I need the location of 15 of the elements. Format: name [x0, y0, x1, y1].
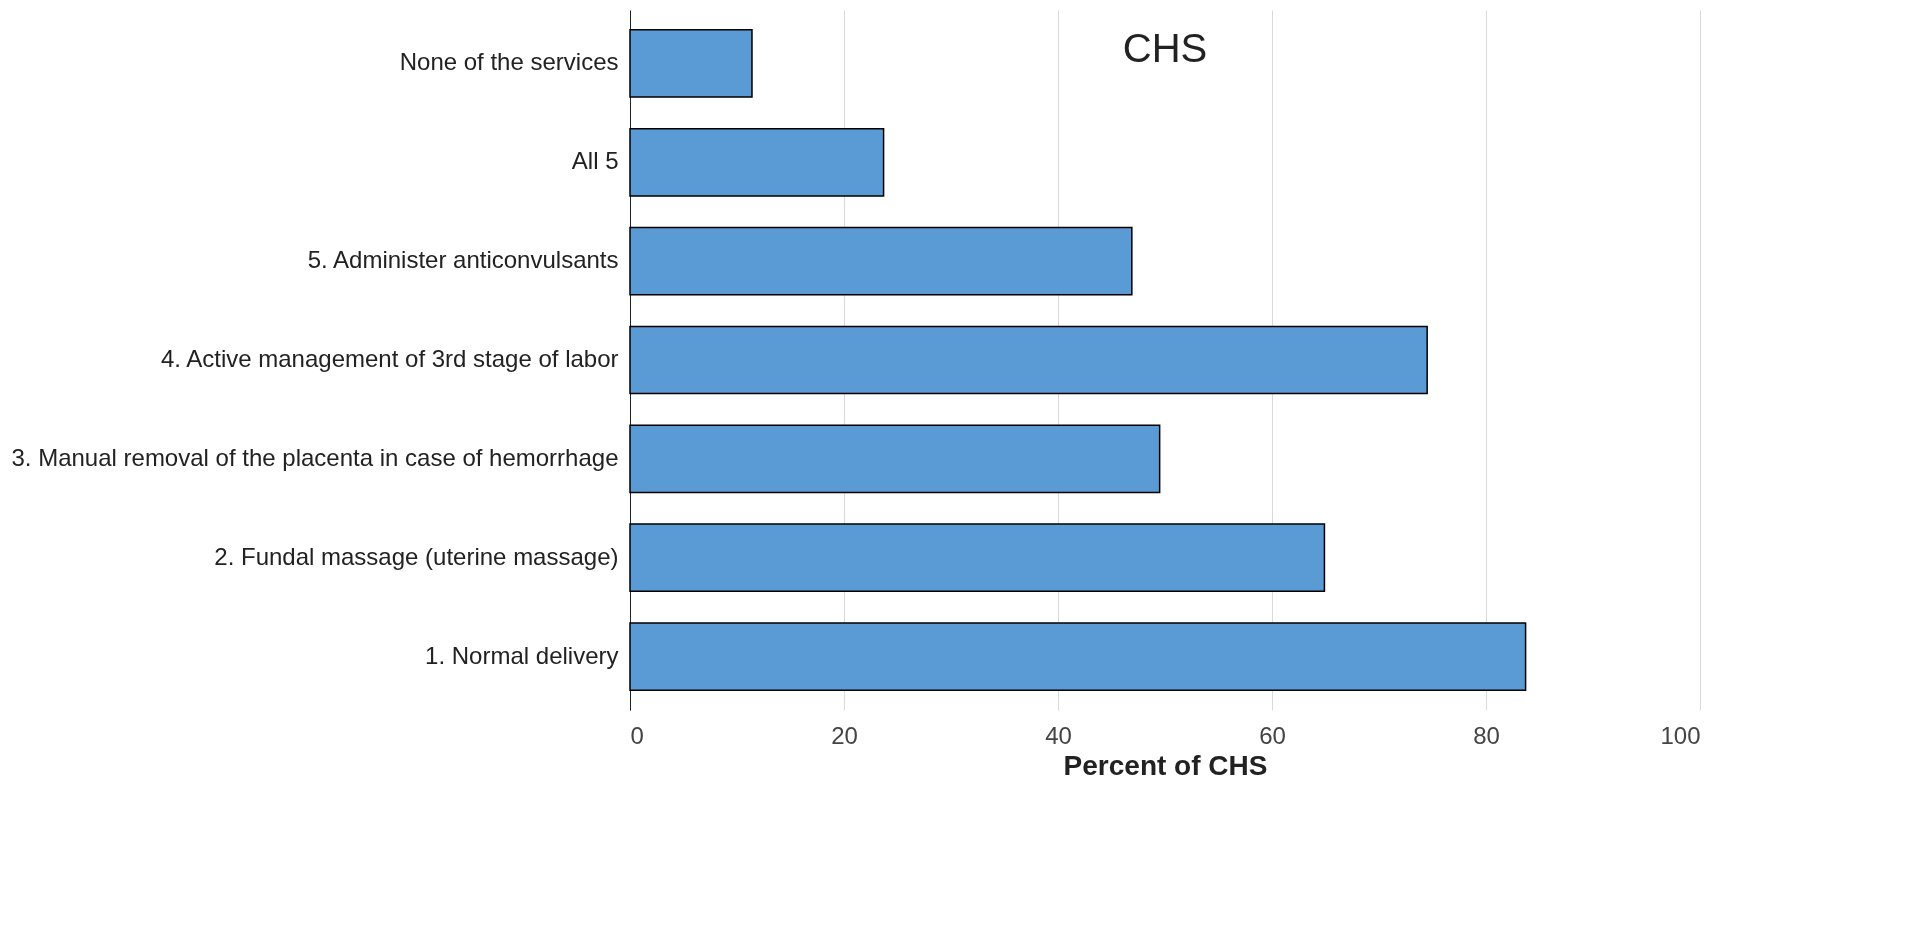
- y-tick-label: 4. Active management of 3rd stage of labor: [160, 345, 619, 372]
- y-tick-label: 1. Normal delivery: [425, 641, 619, 669]
- chart-title: CHS: [1122, 26, 1208, 70]
- x-tick-label: 20: [831, 721, 858, 749]
- x-axis-title: Percent of CHS: [1063, 749, 1268, 781]
- x-tick-label: 0: [630, 721, 644, 749]
- x-tick-label: 60: [1259, 721, 1286, 749]
- y-tick-label: 2. Fundal massage (uterine massage): [214, 542, 619, 570]
- x-tick-label: 40: [1045, 721, 1072, 749]
- y-tick-label: 5. Administer anticonvulsants: [307, 246, 619, 274]
- x-tick-label: 80: [1473, 721, 1500, 749]
- x-tick-label: 100: [1660, 721, 1701, 749]
- y-tick-label: All 5: [571, 147, 619, 175]
- y-tick-label: None of the services: [399, 48, 619, 76]
- y-tick-label: 3. Manual removal of the placenta in case of hemorrhage: [11, 443, 619, 471]
